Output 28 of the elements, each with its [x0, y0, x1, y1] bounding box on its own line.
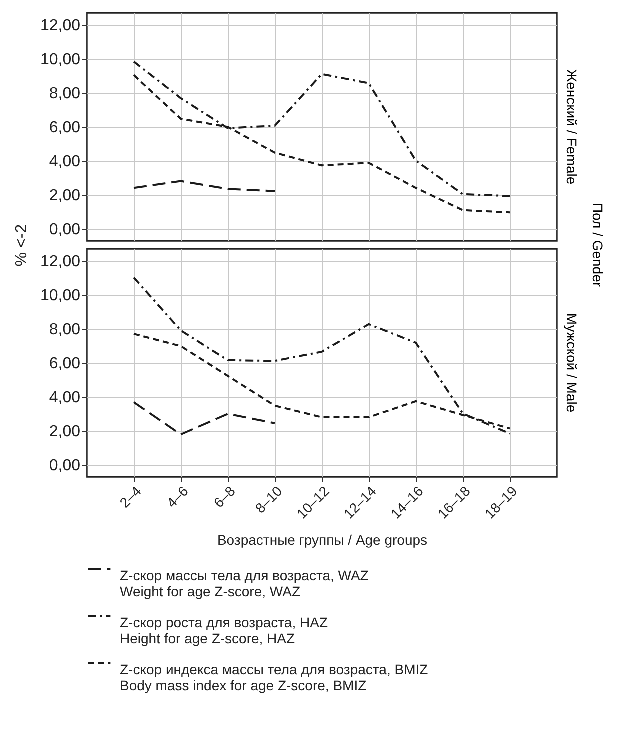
- y-tick-label: 2,00: [49, 424, 81, 441]
- legend-label: Z-скор массы тела для возраста, WAZ Weight for age Z-score, WAZ: [120, 568, 370, 600]
- y-tick-label: 2,00: [49, 188, 81, 205]
- line-series: [133, 401, 276, 436]
- text: Женский / Female: [564, 69, 580, 185]
- y-tick-label: 12,00: [40, 253, 81, 270]
- x-tick-label: 4–6: [164, 482, 192, 511]
- y-tick-label: 4,00: [49, 390, 81, 407]
- text: Пол / Gender: [590, 202, 606, 288]
- y-tick-label: 12,00: [40, 17, 81, 34]
- y-axis-title: % <-2: [14, 224, 30, 267]
- x-axis-title: Возрастные группы / Age groups: [217, 532, 428, 548]
- y-tick-label: 8,00: [49, 85, 81, 102]
- legend-label: Z-скор роста для возраста, HAZ Height for age Z-score, HAZ: [120, 614, 328, 646]
- x-tick-label: 6–8: [210, 482, 239, 511]
- y-tick-label: 0,00: [49, 222, 81, 239]
- y-tick-label: 6,00: [49, 356, 81, 372]
- y-tick-label: 10,00: [40, 287, 81, 304]
- x-tick-label: 2–4: [116, 482, 145, 511]
- y-tick-label: 10,00: [40, 51, 81, 68]
- y-tick-label: 6,00: [49, 120, 81, 136]
- text: Мужской / Male: [564, 313, 580, 413]
- y-tick-label: 0,00: [49, 458, 81, 475]
- line-series: [133, 180, 276, 192]
- y-tick-label: 4,00: [49, 154, 81, 171]
- y-tick-label: 8,00: [49, 321, 81, 338]
- legend-label: Z-скор индекса массы тела для возраста, BMIZ Body mass index for age Z-score, BMIZ: [120, 662, 429, 694]
- line-series: [133, 276, 511, 435]
